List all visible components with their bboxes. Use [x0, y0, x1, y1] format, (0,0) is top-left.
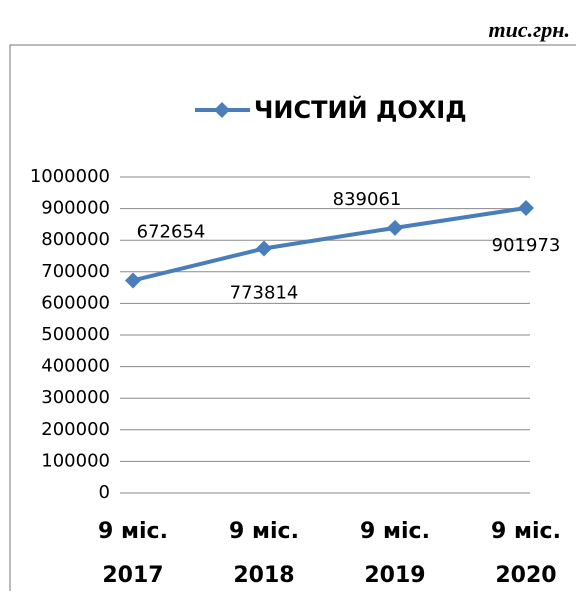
legend-marker [214, 102, 230, 118]
data-label: 773814 [230, 282, 299, 303]
y-tick-label: 600000 [41, 292, 110, 313]
marker [125, 272, 141, 289]
y-tick-label: 100000 [41, 450, 110, 471]
y-tick-label: 700000 [41, 261, 110, 282]
x-tick-label: 9 міс. 2018 [229, 519, 299, 588]
y-tick-label: 1000000 [30, 166, 110, 187]
y-tick-label: 200000 [41, 419, 110, 440]
marker [256, 240, 272, 257]
marker [518, 199, 534, 216]
marker [387, 219, 403, 236]
y-tick-label: 400000 [41, 356, 110, 377]
y-tick-label: 500000 [41, 324, 110, 345]
y-tick-label: 300000 [41, 387, 110, 408]
chart-border [9, 44, 576, 591]
y-tick-label: 0 [99, 482, 110, 503]
line [132, 205, 527, 283]
unit-label: тис.грн. [489, 17, 570, 42]
legend-label: ЧИСТИЙ ДОХІД [254, 95, 467, 124]
data-label: 839061 [333, 189, 402, 210]
x-tick-label: 9 міс. 2019 [360, 519, 430, 588]
y-tick-label: 800000 [41, 229, 110, 250]
data-label: 672654 [137, 221, 206, 242]
x-tick-label: 9 міс. 2020 [491, 519, 561, 588]
y-tick-label: 900000 [41, 198, 110, 219]
data-label: 901973 [492, 235, 561, 256]
x-tick-label: 9 міс. 2017 [98, 519, 168, 588]
